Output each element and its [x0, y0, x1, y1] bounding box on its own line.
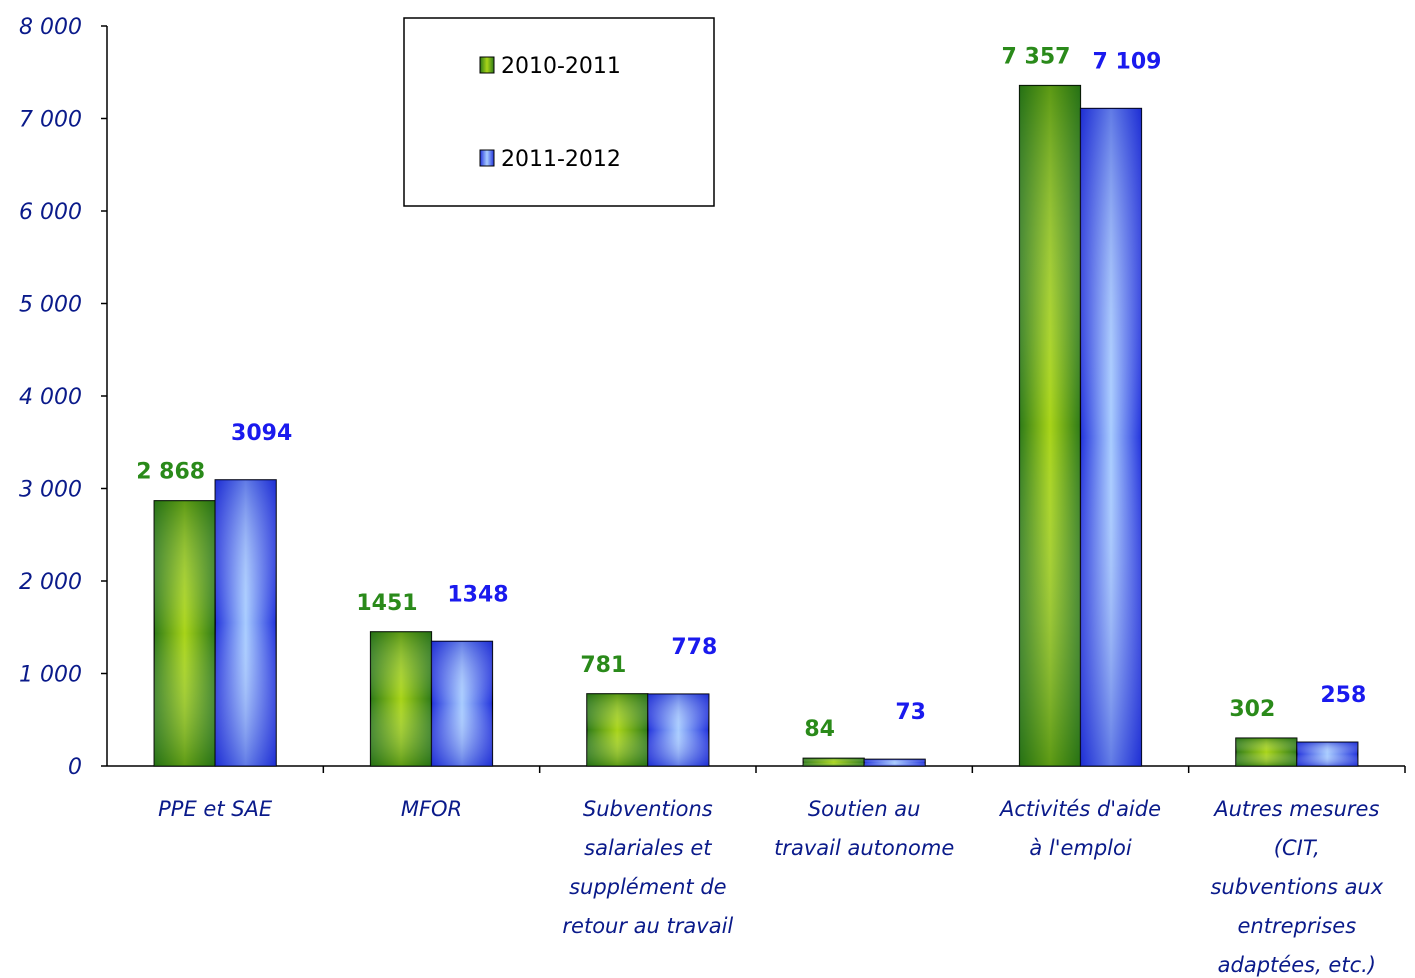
y-tick-label: 3 000: [19, 478, 82, 503]
category-labels: PPE et SAE MFOR Subventions salariales et su…: [158, 797, 1384, 977]
bar-shading: [154, 500, 216, 766]
data-label: 3094: [231, 421, 292, 446]
y-tick-label: 2 000: [19, 570, 82, 595]
data-label: 1451: [356, 591, 417, 616]
bar-shading: [1019, 85, 1081, 767]
data-label: 7 357: [1002, 44, 1071, 69]
bar-shading: [647, 694, 709, 766]
y-axis-ticks: 0 1 000 2 000 3 000 4 000 5 000 6 000 7 000 8 00…: [19, 15, 107, 780]
category-label: PPE et SAE: [158, 797, 273, 821]
bar-shading: [803, 758, 865, 766]
data-label: 84: [804, 717, 835, 742]
category-label: MFOR: [401, 797, 462, 821]
x-axis-ticks: [322, 766, 1406, 773]
bar-shading: [1296, 742, 1358, 766]
legend-swatch-2011-2012: [479, 149, 495, 167]
y-tick-label: 0: [68, 755, 82, 780]
category-label: Subventions salariales et supplément de ret…: [562, 797, 733, 938]
data-label: 258: [1320, 683, 1366, 708]
data-label: 1348: [447, 582, 508, 607]
y-tick-label: 4 000: [19, 385, 82, 410]
bar-shading: [370, 631, 432, 766]
legend-label-2010-2011: 2010-2011: [501, 54, 621, 79]
data-label: 781: [580, 653, 626, 678]
category-label: Activités d'aide à l'emploi: [998, 797, 1161, 860]
bar-shading: [1080, 108, 1142, 767]
bar-shading: [586, 693, 648, 766]
legend: 2010-2011 2011-2012: [403, 17, 715, 207]
data-label: 302: [1229, 697, 1275, 722]
data-label: 2 868: [136, 460, 205, 485]
legend-label-2011-2012: 2011-2012: [501, 147, 621, 172]
axes: [106, 26, 1405, 767]
data-label: 73: [895, 700, 926, 725]
bar-shading: [431, 641, 493, 766]
y-tick-label: 5 000: [19, 293, 82, 318]
y-tick-label: 8 000: [19, 15, 82, 40]
bar-shading: [1235, 738, 1297, 766]
y-tick-label: 1 000: [19, 663, 82, 688]
legend-box: [403, 17, 715, 207]
bars: [153, 84, 1359, 767]
y-tick-label: 7 000: [19, 108, 82, 133]
data-label: 778: [671, 635, 717, 660]
data-label: 7 109: [1093, 49, 1162, 74]
bar-shading: [215, 479, 277, 766]
category-label: Autres mesures (CIT, subventions aux entrep…: [1210, 797, 1383, 977]
legend-swatch-2010-2011: [479, 56, 495, 74]
bar-shading: [864, 759, 926, 766]
data-labels: 2 868 1451 781 84 7 357 302 3094 1348 778 73 7 109…: [136, 44, 1366, 742]
y-tick-label: 6 000: [19, 200, 82, 225]
category-label: Soutien au travail autonome: [774, 797, 954, 860]
